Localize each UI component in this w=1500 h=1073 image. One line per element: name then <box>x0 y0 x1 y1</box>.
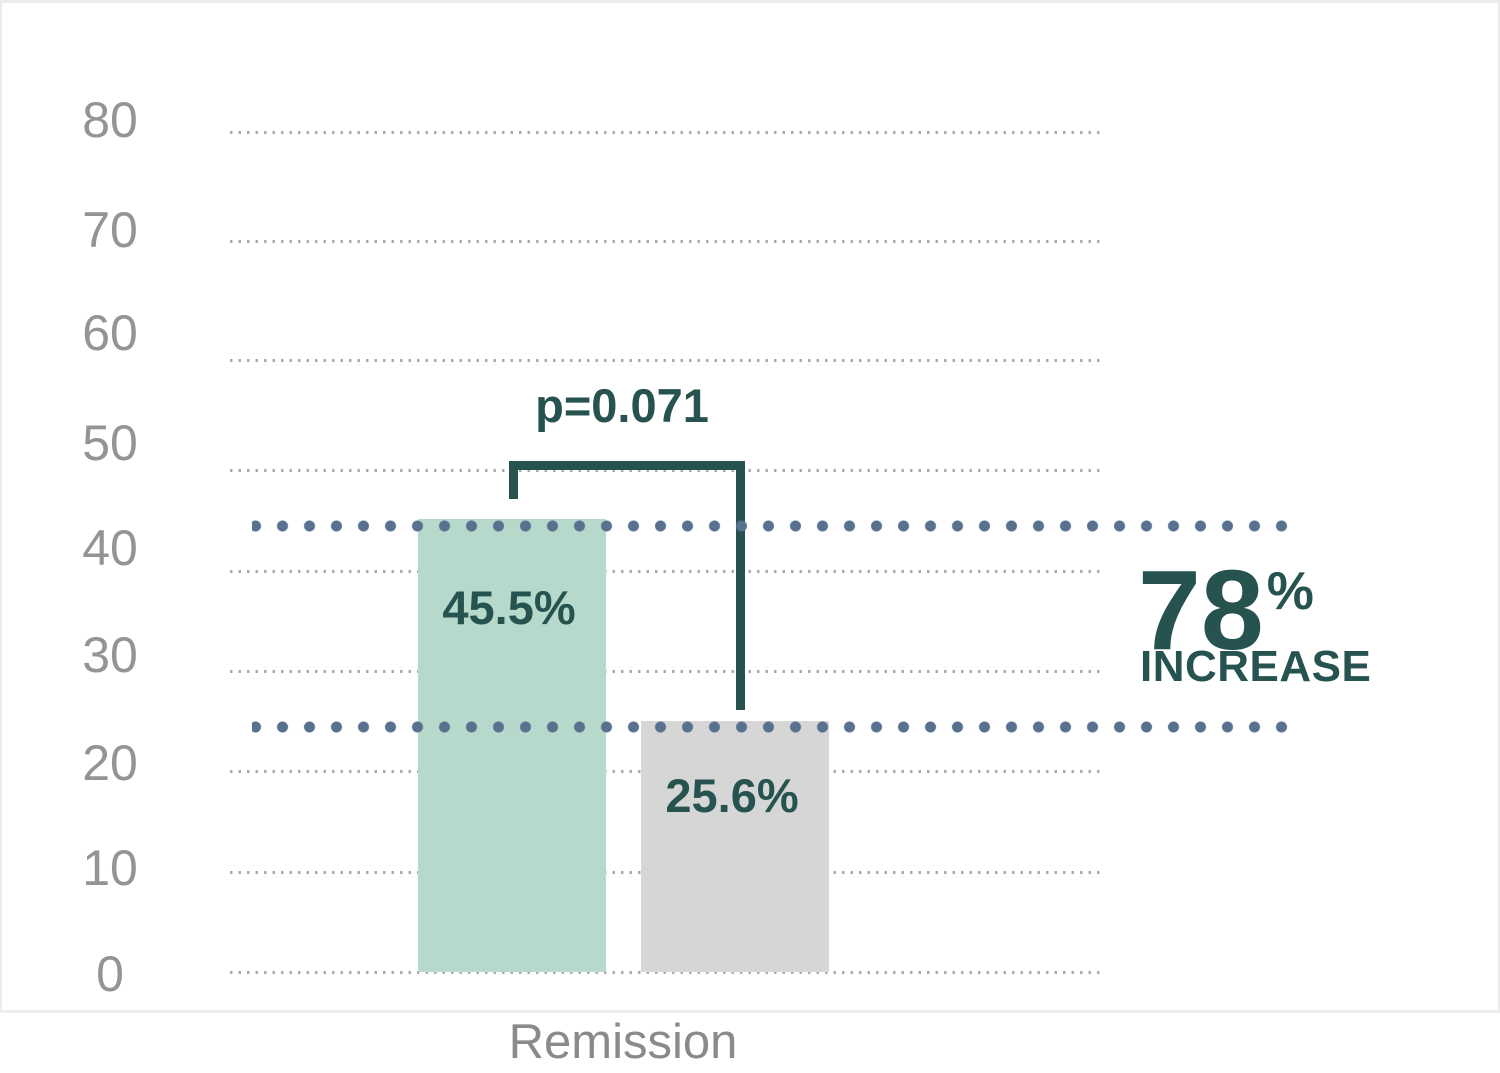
bar-value-label-teal: 45.5% <box>442 581 576 634</box>
bar-value-label-gray: 25.6% <box>665 769 799 822</box>
y-tick-label: 80 <box>82 92 138 148</box>
leader-dots-bottom <box>252 721 1292 733</box>
bar-remission-teal <box>418 519 606 972</box>
significance-bracket-left-leg <box>509 461 518 499</box>
p-value-label: p=0.071 <box>535 379 709 432</box>
gridline <box>230 131 1102 134</box>
gridline <box>230 971 1102 974</box>
significance-bracket-top <box>509 461 745 470</box>
increase-percent-sign: % <box>1266 562 1314 621</box>
gridline <box>230 670 1102 673</box>
y-tick-label: 70 <box>82 202 138 258</box>
increase-callout-label: INCREASE <box>1140 642 1372 691</box>
gridline <box>230 240 1102 243</box>
bar-remission-gray <box>641 721 829 972</box>
increase-callout-number: 78% <box>1138 544 1314 667</box>
gridline <box>230 359 1102 362</box>
leader-dots-top <box>252 520 1292 532</box>
y-tick-label: 0 <box>96 946 124 1002</box>
gridline <box>230 469 1102 472</box>
y-tick-label: 20 <box>82 735 138 791</box>
y-tick-label: 40 <box>82 520 138 576</box>
y-tick-label: 30 <box>82 627 138 683</box>
y-tick-label: 10 <box>82 840 138 896</box>
x-axis-category-label: Remission <box>508 1015 738 1069</box>
y-tick-label: 60 <box>82 305 138 361</box>
significance-bracket-right-leg <box>736 461 745 710</box>
increase-value: 78 <box>1138 547 1264 673</box>
y-tick-label: 50 <box>82 415 138 471</box>
chart-panel: 80 70 60 50 40 30 20 10 0 45.5% 25.6% p=… <box>0 0 1500 1013</box>
gridline <box>230 570 1102 573</box>
